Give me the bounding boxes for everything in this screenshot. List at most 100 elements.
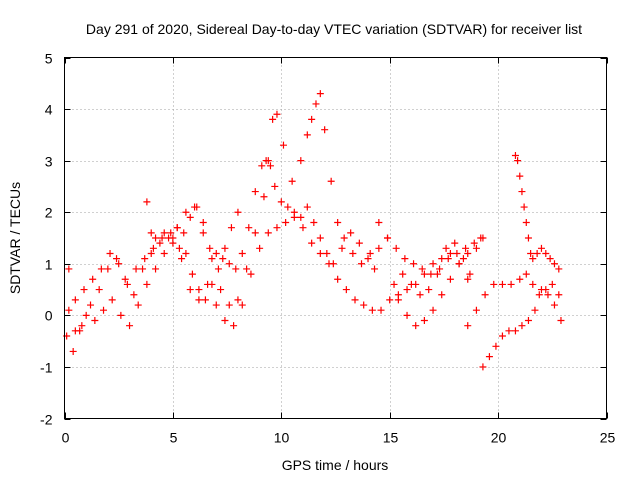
data-point — [444, 255, 452, 263]
data-point — [505, 327, 513, 335]
data-point — [520, 203, 528, 211]
data-point — [152, 265, 160, 273]
data-point — [238, 301, 246, 309]
plot-frame — [64, 57, 607, 419]
axis-ticks: 0 5 10 15 20 25 -2 -1 0 1 2 3 4 5 — [40, 51, 615, 446]
data-point — [95, 286, 103, 294]
data-point — [327, 177, 335, 185]
data-point — [342, 286, 350, 294]
data-point — [279, 141, 287, 149]
data-point — [325, 260, 333, 268]
data-point — [303, 131, 311, 139]
data-point — [420, 317, 428, 325]
data-point — [531, 306, 539, 314]
data-point — [550, 260, 558, 268]
data-point — [230, 322, 238, 330]
data-point — [557, 317, 565, 325]
data-point — [147, 249, 155, 257]
data-point — [271, 182, 279, 190]
data-point — [349, 249, 357, 257]
series-receiver-a — [65, 157, 379, 304]
data-point — [82, 311, 90, 319]
data-point — [518, 188, 526, 196]
data-point — [108, 296, 116, 304]
data-point — [269, 115, 277, 123]
series-receiver-h — [464, 270, 563, 330]
data-point — [533, 249, 541, 257]
data-point — [390, 280, 398, 288]
data-point — [199, 219, 207, 227]
y-tick-label: -2 — [40, 412, 53, 428]
data-point — [529, 280, 537, 288]
data-point — [535, 291, 543, 299]
data-point — [511, 327, 519, 335]
data-point — [69, 347, 77, 355]
data-point — [355, 239, 363, 247]
data-point — [115, 260, 123, 268]
data-point — [65, 265, 73, 273]
data-point — [360, 301, 368, 309]
data-point — [401, 255, 409, 263]
data-point — [412, 322, 420, 330]
data-point — [264, 157, 272, 165]
data-point — [245, 224, 253, 232]
data-point — [130, 291, 138, 299]
data-point — [446, 249, 454, 257]
series-receiver-d — [375, 219, 485, 278]
data-point — [472, 244, 480, 252]
series-receiver-g — [479, 286, 565, 371]
data-point — [91, 317, 99, 325]
data-point — [429, 306, 437, 314]
data-point — [334, 275, 342, 283]
data-point — [459, 255, 467, 263]
data-point — [550, 301, 558, 309]
data-point — [212, 301, 220, 309]
data-point — [160, 249, 168, 257]
x-tick-label: 10 — [274, 430, 290, 446]
data-point — [399, 270, 407, 278]
data-point — [386, 296, 394, 304]
data-point — [104, 265, 112, 273]
data-point — [522, 219, 530, 227]
data-point — [522, 270, 530, 278]
data-point — [442, 244, 450, 252]
data-point — [375, 219, 383, 227]
data-point — [186, 213, 194, 221]
data-point — [247, 270, 255, 278]
data-point — [173, 224, 181, 232]
data-point — [232, 265, 240, 273]
data-point — [117, 311, 125, 319]
data-point — [453, 249, 461, 257]
data-point — [438, 255, 446, 263]
y-tick-label: 5 — [45, 51, 53, 67]
data-point — [392, 244, 400, 252]
data-point — [334, 219, 342, 227]
data-point — [542, 286, 550, 294]
data-point — [542, 249, 550, 257]
x-tick-label: 15 — [383, 430, 399, 446]
data-point — [310, 219, 318, 227]
x-tick-label: 0 — [62, 430, 70, 446]
data-point — [89, 275, 97, 283]
data-point — [516, 275, 524, 283]
data-point — [462, 244, 470, 252]
data-point — [217, 286, 225, 294]
data-point — [375, 244, 383, 252]
data-point — [266, 162, 274, 170]
data-point — [251, 229, 259, 237]
data-point — [303, 203, 311, 211]
data-point — [225, 260, 233, 268]
data-point — [297, 213, 305, 221]
data-point — [470, 239, 478, 247]
data-point — [199, 229, 207, 237]
data-point — [76, 327, 84, 335]
data-point — [100, 306, 108, 314]
y-tick-label: 1 — [45, 257, 53, 273]
data-point — [537, 244, 545, 252]
data-point — [416, 291, 424, 299]
data-point — [371, 265, 379, 273]
data-point — [273, 224, 281, 232]
data-point — [527, 249, 535, 257]
y-tick-label: 4 — [45, 102, 53, 118]
data-point — [438, 291, 446, 299]
